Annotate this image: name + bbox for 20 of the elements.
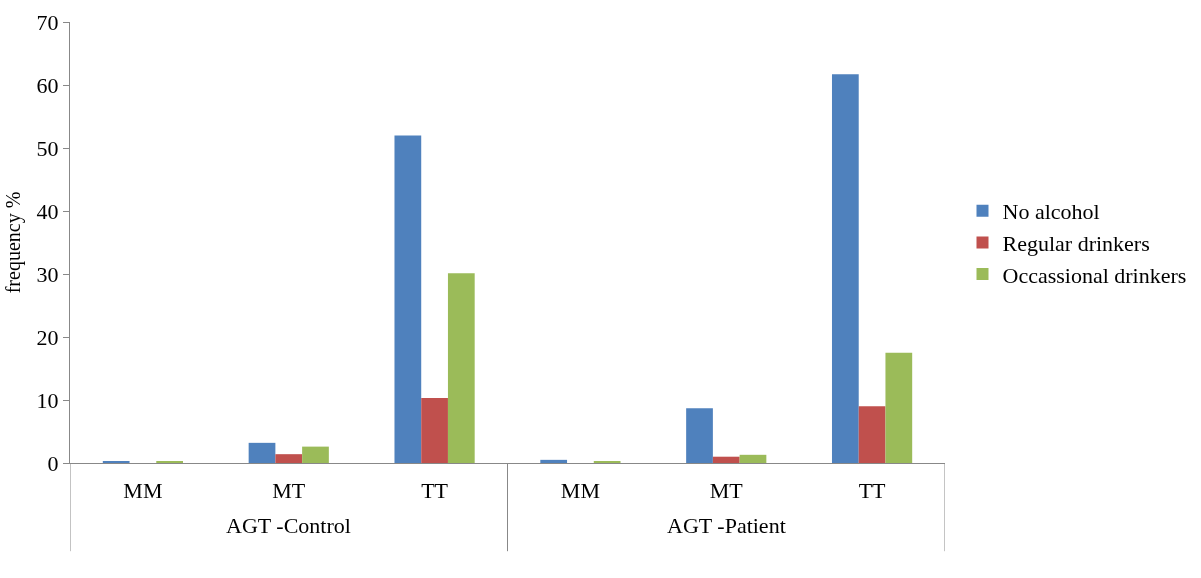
y-tick-label: 20 — [36, 324, 59, 350]
y-tick-label: 30 — [36, 261, 59, 287]
y-axis-title: frequency % — [2, 191, 25, 294]
text: AGT -Patient — [667, 513, 786, 538]
y-tick-label: 50 — [36, 135, 59, 161]
y-tick-label: 40 — [36, 198, 59, 224]
legend-label: Regular drinkers — [1002, 230, 1150, 256]
x-tick-label: MT — [709, 478, 744, 504]
x-tick-label: MT — [272, 478, 306, 504]
legend-label: Occassional drinkers — [1002, 262, 1187, 288]
x-tick-label: MM — [560, 478, 600, 504]
x-tick-label: MM — [123, 478, 163, 504]
x-tick-label: TT — [858, 478, 887, 504]
y-tick-label: 10 — [36, 387, 59, 413]
y-tick-label: 0 — [47, 450, 59, 476]
legend-label: No alcohol — [1002, 199, 1100, 225]
y-tick-label: 70 — [36, 9, 59, 35]
y-tick-label: 60 — [36, 72, 59, 98]
text: AGT -Control — [226, 513, 351, 538]
x-tick-label: TT — [421, 478, 449, 504]
